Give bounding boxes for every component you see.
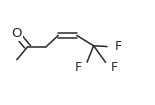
Text: F: F	[111, 61, 118, 74]
Text: O: O	[12, 27, 22, 40]
Text: F: F	[75, 61, 82, 74]
Text: F: F	[114, 40, 122, 53]
